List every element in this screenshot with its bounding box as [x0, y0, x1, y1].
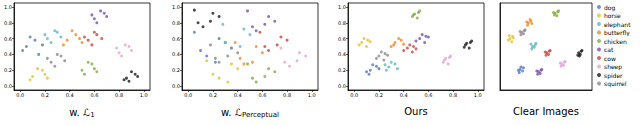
svg-text:Perceptual: Perceptual — [242, 111, 279, 119]
svg-text:0.8: 0.8 — [338, 20, 346, 26]
svg-text:0.4: 0.4 — [4, 51, 12, 57]
svg-text:elephant: elephant — [604, 21, 631, 29]
svg-text:w. ℒ: w. ℒ — [221, 107, 242, 118]
svg-text:butterfly: butterfly — [604, 29, 630, 37]
svg-text:1.0: 1.0 — [140, 92, 148, 98]
svg-text:0.8: 0.8 — [449, 92, 457, 98]
svg-text:Ours: Ours — [404, 106, 428, 117]
svg-text:1: 1 — [90, 111, 94, 119]
svg-text:0.0: 0.0 — [4, 83, 12, 89]
svg-text:1.0: 1.0 — [172, 4, 180, 10]
svg-text:squirrel: squirrel — [604, 80, 627, 88]
svg-text:1.0: 1.0 — [308, 92, 316, 98]
svg-text:dog: dog — [604, 4, 615, 12]
svg-text:0.2: 0.2 — [338, 67, 346, 73]
svg-text:spider: spider — [604, 72, 623, 80]
svg-text:0.4: 0.4 — [400, 92, 408, 98]
svg-text:0.6: 0.6 — [172, 36, 180, 42]
svg-text:cow: cow — [604, 55, 616, 62]
svg-text:0.0: 0.0 — [184, 92, 192, 98]
svg-text:0.4: 0.4 — [234, 92, 242, 98]
svg-text:0.8: 0.8 — [115, 92, 123, 98]
svg-text:horse: horse — [604, 12, 621, 19]
svg-text:cat: cat — [604, 46, 614, 53]
svg-text:0.6: 0.6 — [90, 92, 98, 98]
svg-text:0.4: 0.4 — [66, 92, 74, 98]
svg-text:0.0: 0.0 — [16, 92, 24, 98]
svg-text:0.8: 0.8 — [4, 20, 12, 26]
svg-text:0.6: 0.6 — [4, 36, 12, 42]
svg-text:0.6: 0.6 — [424, 92, 432, 98]
svg-text:0.8: 0.8 — [283, 92, 291, 98]
svg-text:Clear Images: Clear Images — [513, 106, 579, 117]
svg-text:0.6: 0.6 — [258, 92, 266, 98]
svg-text:0.0: 0.0 — [350, 92, 358, 98]
svg-text:1.0: 1.0 — [338, 4, 346, 10]
svg-text:0.8: 0.8 — [172, 20, 180, 26]
svg-text:1.0: 1.0 — [4, 4, 12, 10]
svg-text:0.2: 0.2 — [172, 67, 180, 73]
svg-text:0.0: 0.0 — [172, 83, 180, 89]
svg-text:0.6: 0.6 — [338, 36, 346, 42]
svg-text:0.0: 0.0 — [338, 83, 346, 89]
svg-text:1.0: 1.0 — [474, 92, 482, 98]
svg-text:chicken: chicken — [604, 38, 627, 45]
svg-text:sheep: sheep — [604, 63, 622, 71]
svg-text:0.2: 0.2 — [209, 92, 217, 98]
svg-text:0.2: 0.2 — [4, 67, 12, 73]
svg-text:0.2: 0.2 — [375, 92, 383, 98]
svg-text:0.2: 0.2 — [41, 92, 49, 98]
svg-text:0.4: 0.4 — [338, 51, 346, 57]
svg-text:w. ℒ: w. ℒ — [69, 107, 90, 118]
svg-text:0.4: 0.4 — [172, 51, 180, 57]
